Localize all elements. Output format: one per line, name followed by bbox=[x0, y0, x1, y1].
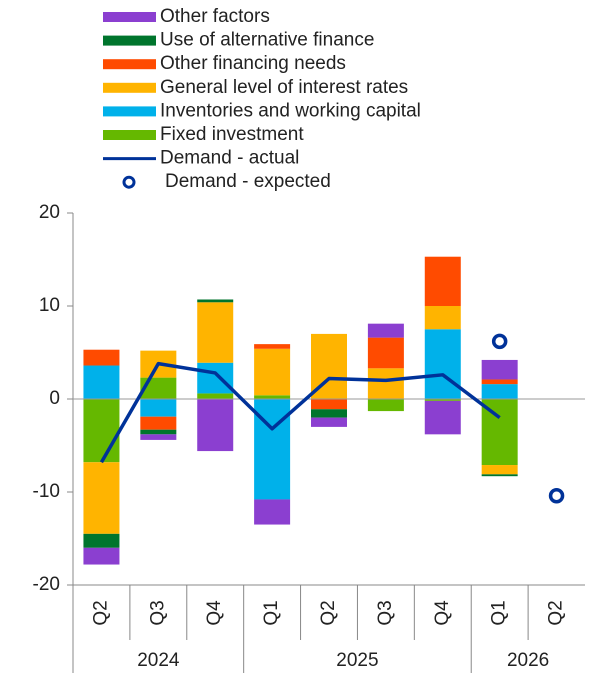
bar-segment bbox=[424, 306, 461, 330]
bar-segment bbox=[424, 399, 461, 401]
bar-segment bbox=[424, 329, 461, 399]
bar-segment bbox=[311, 417, 347, 427]
x-group-label: 2024 bbox=[137, 650, 180, 671]
bar-segment bbox=[254, 348, 291, 396]
y-tick-label: -20 bbox=[33, 574, 60, 595]
legend-swatch bbox=[103, 35, 156, 46]
legend-label: Other factors bbox=[160, 6, 270, 27]
x-tick-label: Q3 bbox=[147, 600, 168, 625]
bar-segment bbox=[140, 416, 177, 430]
x-tick-label: Q2 bbox=[318, 600, 339, 625]
legend-swatch bbox=[122, 175, 136, 189]
legend-swatch bbox=[103, 106, 156, 117]
x-tick-label: Q1 bbox=[489, 600, 510, 625]
bar-segment bbox=[481, 379, 518, 385]
demand-line bbox=[99, 361, 501, 464]
legend-label: Demand - expected bbox=[165, 171, 331, 192]
x-tick-label: Q4 bbox=[432, 600, 453, 626]
bar-segment bbox=[367, 368, 404, 399]
bar-segment bbox=[197, 299, 234, 303]
bar-segment bbox=[481, 384, 518, 399]
bar-segment bbox=[481, 474, 518, 477]
bar-segment bbox=[367, 399, 404, 412]
bar-segment bbox=[83, 462, 120, 534]
bar-segment bbox=[254, 395, 291, 399]
y-tick-label: -10 bbox=[33, 481, 60, 502]
legend-label: Use of alternative finance bbox=[160, 30, 374, 51]
bar-segment bbox=[83, 547, 120, 565]
x-tick-label: Q1 bbox=[261, 600, 282, 625]
legend-swatch bbox=[103, 130, 156, 140]
bar-segment bbox=[254, 499, 291, 525]
y-tick-label: 0 bbox=[49, 388, 60, 409]
bar-segment bbox=[140, 434, 177, 440]
x-tick-label: Q3 bbox=[375, 600, 396, 625]
bar-segment bbox=[197, 399, 234, 452]
x-tick-label: Q2 bbox=[546, 600, 567, 625]
bar-segment bbox=[481, 465, 518, 475]
legend-swatch bbox=[103, 59, 156, 70]
bar-segment bbox=[367, 337, 404, 369]
bar-segment bbox=[311, 399, 347, 410]
y-tick-label: 20 bbox=[39, 202, 60, 223]
legend-label: Demand - actual bbox=[160, 148, 299, 169]
bar-segment bbox=[424, 400, 461, 435]
bar-segment bbox=[197, 362, 234, 394]
bar-segment bbox=[83, 533, 120, 548]
bar-segment bbox=[140, 399, 177, 417]
bar-segment bbox=[311, 409, 347, 418]
legend-label: Other financing needs bbox=[160, 53, 346, 74]
bar-segment bbox=[481, 359, 518, 380]
legend-label: Inventories and working capital bbox=[160, 100, 421, 121]
bar-segment bbox=[424, 256, 461, 306]
expected-point bbox=[491, 333, 508, 350]
bar-segment bbox=[197, 302, 234, 363]
x-tick-label: Q2 bbox=[90, 600, 111, 625]
x-group-label: 2026 bbox=[507, 650, 549, 671]
x-tick-label: Q4 bbox=[204, 600, 225, 626]
bar-segment bbox=[254, 344, 291, 349]
bar-segment bbox=[367, 323, 404, 338]
x-group-label: 2025 bbox=[336, 650, 378, 671]
bar-segment bbox=[83, 349, 120, 366]
bar-segment bbox=[140, 429, 177, 435]
legend-label: General level of interest rates bbox=[160, 77, 408, 98]
bar-segment bbox=[83, 365, 120, 399]
bar-segment bbox=[197, 393, 234, 399]
y-tick-label: 10 bbox=[39, 295, 60, 316]
expected-point bbox=[548, 487, 565, 504]
legend-swatch bbox=[103, 12, 156, 22]
legend-label: Fixed investment bbox=[160, 124, 304, 145]
legend-swatch bbox=[103, 82, 156, 93]
bar-segment bbox=[140, 377, 177, 399]
bar-segment bbox=[83, 399, 120, 463]
